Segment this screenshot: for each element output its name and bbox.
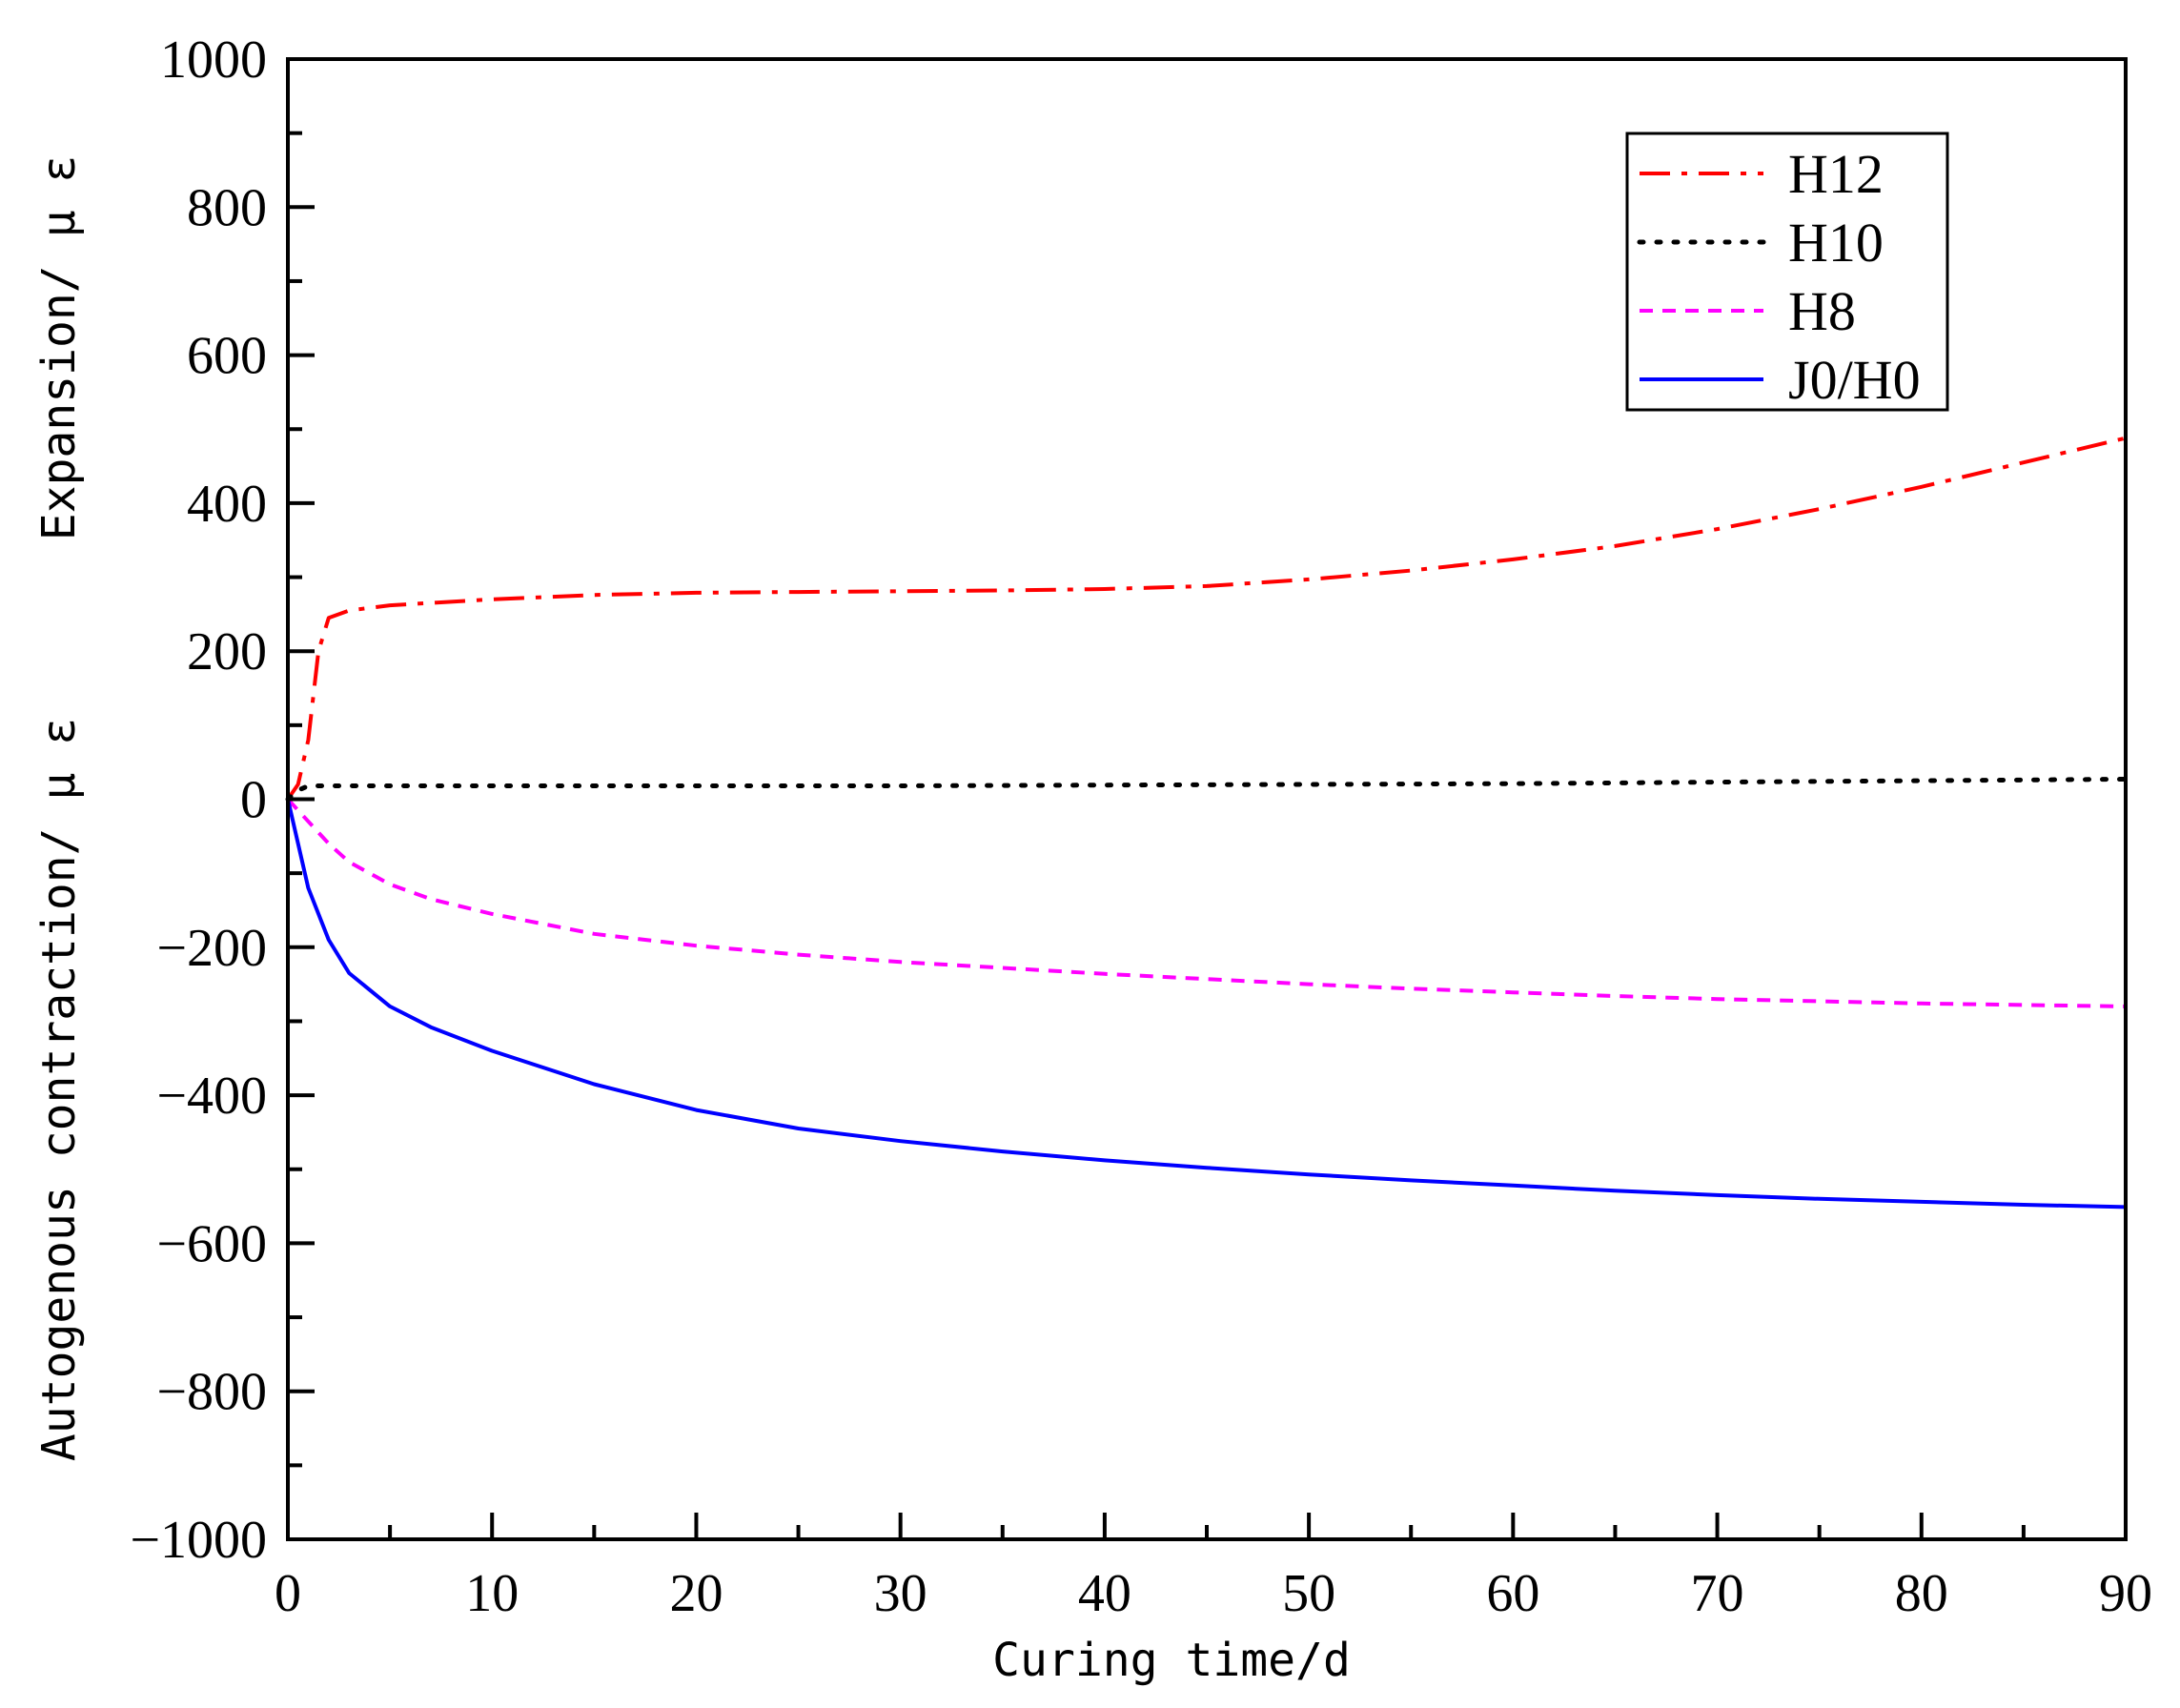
y-tick-label: 400 <box>187 475 267 534</box>
x-tick-label: 90 <box>2099 1564 2152 1623</box>
x-tick-label: 40 <box>1078 1564 1131 1623</box>
x-tick-label: 60 <box>1486 1564 1539 1623</box>
y-tick-label: −600 <box>156 1214 267 1273</box>
y-tick-label: 200 <box>187 622 267 681</box>
y-tick-label: −200 <box>156 919 267 978</box>
legend-label: H10 <box>1788 212 1884 274</box>
x-axis-title: Curing time/d <box>992 1634 1351 1687</box>
y-tick-label: −800 <box>156 1363 267 1422</box>
y-tick-label: 0 <box>240 771 267 830</box>
series-line-h10 <box>285 777 2129 802</box>
x-tick-label: 20 <box>669 1564 723 1623</box>
legend-label: J0/H0 <box>1788 349 1921 411</box>
y-axis: −1000 −800 −600 −400 −200 0 200 400 600 800 1000 <box>130 30 315 1570</box>
y-tick-label: 1000 <box>160 30 267 90</box>
legend-label: H12 <box>1788 143 1884 205</box>
legend-label: H8 <box>1788 280 1856 342</box>
y-tick-label: −400 <box>156 1067 267 1126</box>
x-tick-label: 50 <box>1282 1564 1335 1623</box>
x-tick-label: 80 <box>1895 1564 1948 1623</box>
x-axis: 0 10 20 30 40 50 60 70 80 90 <box>275 1513 2152 1623</box>
x-tick-label: 30 <box>874 1564 927 1623</box>
x-tick-label: 0 <box>275 1564 301 1623</box>
legend-frame <box>1625 132 1949 412</box>
x-tick-label: 10 <box>465 1564 519 1623</box>
y-tick-label: 800 <box>187 178 267 237</box>
series-layer <box>285 436 2129 1210</box>
x-tick-label: 70 <box>1691 1564 1744 1623</box>
series-line-h8 <box>286 798 2127 1008</box>
y-axis-title-lower: Autogenous contraction/ μ ε <box>32 718 86 1461</box>
y-tick-label: −1000 <box>130 1511 267 1570</box>
y-axis-title-upper: Expansion/ μ ε <box>32 155 86 541</box>
series-line-h12 <box>286 436 2127 801</box>
series-line-j0-h0 <box>286 799 2127 1210</box>
y-tick-label: 600 <box>187 327 267 386</box>
